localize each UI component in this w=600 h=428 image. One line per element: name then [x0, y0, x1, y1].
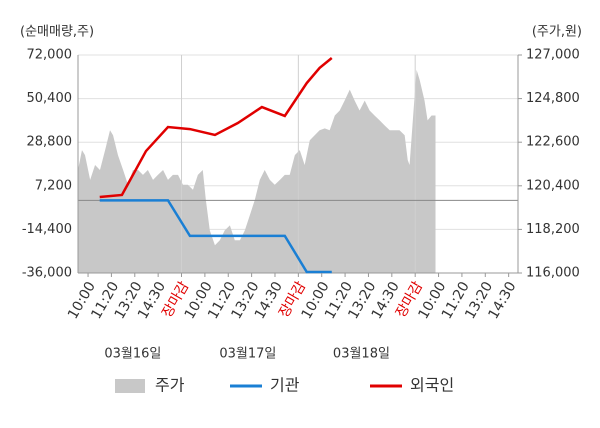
y-tick-label: 7,200: [35, 178, 72, 193]
y-tick-label: -14,400: [22, 222, 72, 237]
y-tick-label: 72,000: [27, 48, 73, 63]
y-axis-title: (순매매량,주): [20, 25, 94, 40]
y-tick-label: 50,400: [27, 91, 73, 106]
series-line: [99, 199, 332, 274]
y2-tick-label: 120,400: [526, 178, 580, 193]
y2-tick-label: 122,600: [526, 135, 580, 150]
y2-tick-label: 124,800: [526, 91, 580, 106]
legend-swatch: [115, 379, 145, 393]
series-line: [99, 57, 333, 199]
y2-axis-title: (주가,원): [532, 25, 582, 40]
date-label: 03월17일: [219, 347, 276, 362]
date-label: 03월16일: [104, 347, 161, 362]
price-area: [78, 69, 436, 273]
legend-label: 외국인: [410, 376, 454, 395]
legend-label: 기관: [270, 376, 300, 395]
y2-tick-label: 118,200: [526, 222, 580, 237]
date-label: 03월18일: [333, 347, 390, 362]
y-tick-label: -36,000: [22, 266, 72, 281]
y2-tick-label: 127,000: [526, 48, 580, 63]
y-tick-label: 28,800: [27, 135, 73, 150]
y2-tick-label: 116,000: [526, 266, 580, 281]
legend-label: 주가: [155, 376, 185, 395]
